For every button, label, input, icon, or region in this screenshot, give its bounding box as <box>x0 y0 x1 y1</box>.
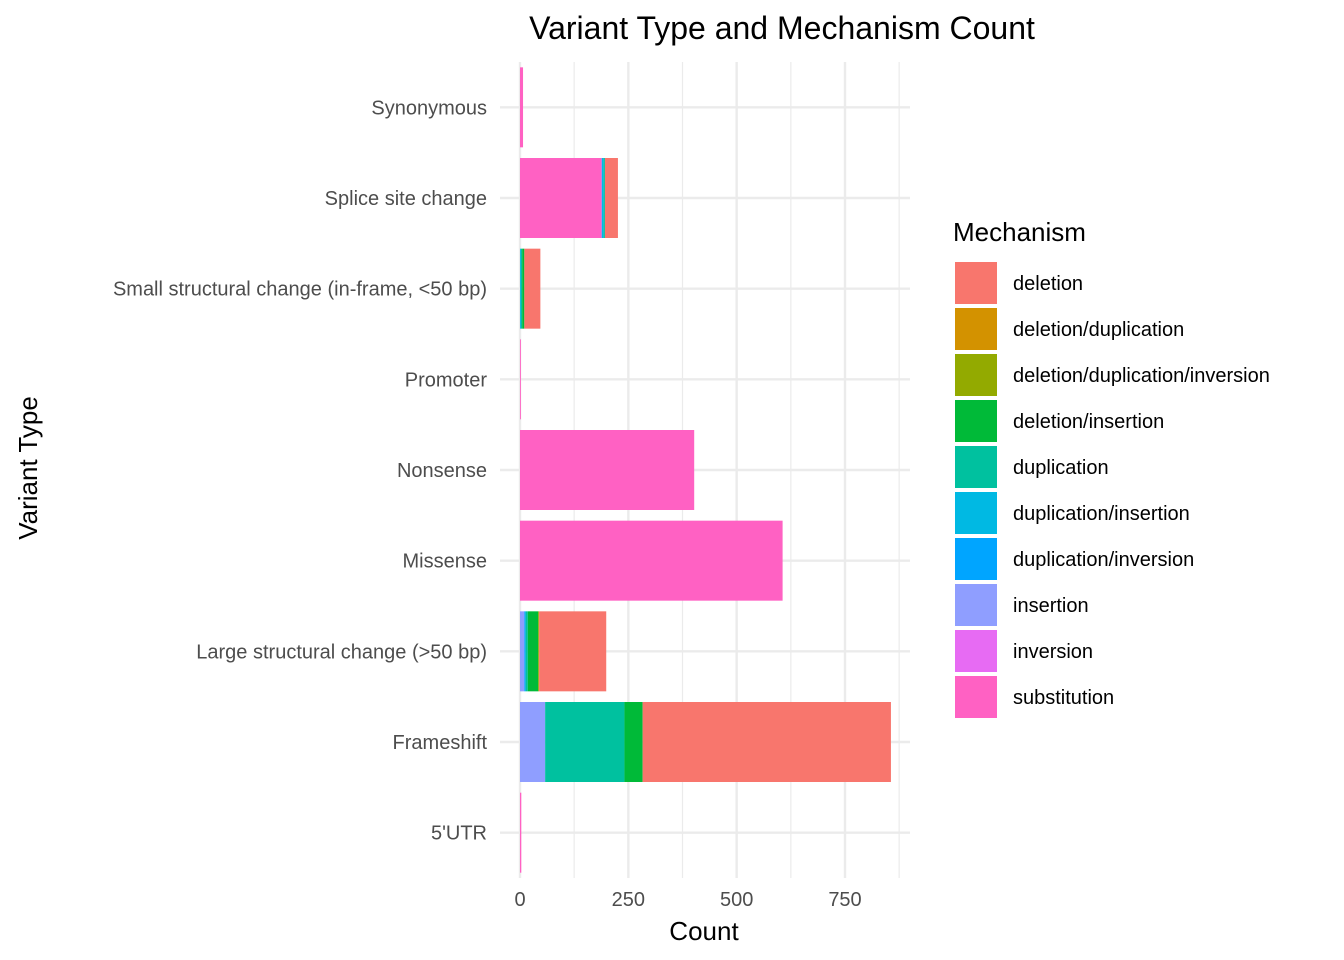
legend-key <box>955 676 997 718</box>
legend-label: duplication/insertion <box>1013 503 1190 525</box>
y-tick-label: Promoter <box>405 369 488 391</box>
bar-segment-deletion-insertion <box>522 248 525 329</box>
bar-segment-duplication-insertion <box>601 158 604 238</box>
legend-label: deletion/duplication <box>1013 319 1184 341</box>
legend-key <box>955 262 997 304</box>
y-tick-label: Small structural change (in-frame, <50 b… <box>113 279 487 301</box>
bar-segment-substitution <box>520 520 783 601</box>
bar-segment-duplication <box>520 248 523 329</box>
y-tick-labels: Synonymous Splice site change Small struct… <box>113 97 488 844</box>
y-tick-label: Splice site change <box>325 188 487 210</box>
bar-segment-duplication-insertion <box>520 248 521 329</box>
legend-label: substitution <box>1013 687 1114 709</box>
x-tick-label: 500 <box>720 889 753 911</box>
bar-segment-deletion <box>642 702 891 782</box>
bar-segment-insertion <box>520 611 525 692</box>
bar-segment-substitution <box>520 158 602 238</box>
legend-key <box>955 492 997 534</box>
legend-key <box>955 354 997 396</box>
legend-label: deletion <box>1013 273 1083 295</box>
x-axis-title: Count <box>669 916 739 946</box>
legend-key <box>955 538 997 580</box>
legend: Mechanism deletion deletion/duplication de… <box>953 217 1270 718</box>
y-tick-label: Synonymous <box>371 97 487 119</box>
bar-segment-substitution <box>520 67 524 148</box>
bar-segment-duplication <box>603 158 605 238</box>
chart-title: Variant Type and Mechanism Count <box>529 10 1035 46</box>
x-tick-label: 750 <box>828 889 861 911</box>
y-tick-label: 5'UTR <box>431 823 487 845</box>
y-tick-label: Large structural change (>50 bp) <box>196 641 487 663</box>
bar-segment-deletion <box>539 611 607 692</box>
x-tick-label: 250 <box>612 889 645 911</box>
legend-title: Mechanism <box>953 217 1086 247</box>
bars <box>520 67 891 873</box>
legend-key <box>955 446 997 488</box>
x-tick-label: 0 <box>514 889 525 911</box>
bar-segment-duplication <box>545 702 625 782</box>
bar-segment-substitution <box>520 339 521 420</box>
bar-segment-substitution <box>520 430 695 510</box>
legend-key <box>955 630 997 672</box>
y-tick-label: Nonsense <box>397 460 487 482</box>
y-axis-title: Variant Type <box>13 396 43 540</box>
legend-label: insertion <box>1013 595 1089 617</box>
bar-segment-substitution <box>520 792 522 873</box>
x-tick-labels: 0 250 500 750 <box>514 889 861 911</box>
bar-segment-deletion <box>524 248 541 329</box>
legend-label: deletion/insertion <box>1013 411 1164 433</box>
bar-segment-duplication-inversion <box>524 611 526 692</box>
legend-label: duplication <box>1013 457 1109 479</box>
legend-label: duplication/inversion <box>1013 549 1194 571</box>
bar-segment-deletion-insertion <box>624 702 643 782</box>
y-tick-label: Frameshift <box>393 732 488 754</box>
legend-label: deletion/duplication/inversion <box>1013 365 1270 387</box>
bar-segment-duplication <box>525 611 528 692</box>
y-tick-label: Missense <box>403 551 487 573</box>
legend-label: inversion <box>1013 641 1093 663</box>
bar-segment-deletion-insertion <box>527 611 539 692</box>
legend-key <box>955 584 997 626</box>
legend-key <box>955 308 997 350</box>
bar-segment-insertion <box>520 702 546 782</box>
bar-segment-deletion <box>604 158 618 238</box>
legend-key <box>955 400 997 442</box>
bar-segment-insertion <box>601 158 603 238</box>
bar-segment-deletion-duplication-inversion <box>538 611 540 692</box>
